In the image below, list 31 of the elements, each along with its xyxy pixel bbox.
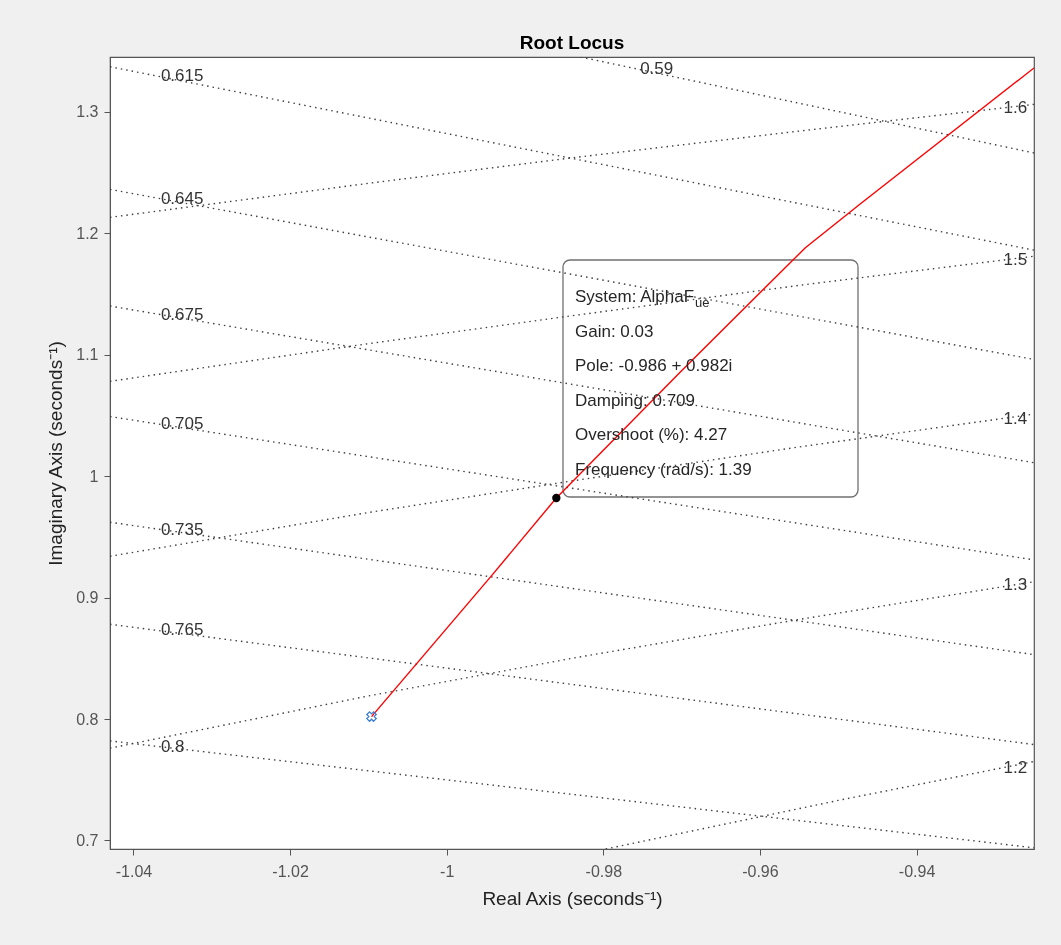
annotation: 1.3	[1003, 575, 1028, 595]
y-tick-label: 1	[89, 467, 99, 485]
annotation: Pole: -0.986 + 0.982i	[575, 356, 733, 375]
annotation: 0.615	[160, 66, 204, 86]
annotation: 0.8	[160, 736, 185, 756]
annotation: 0.59	[640, 59, 674, 79]
x-tick-label: -1.04	[115, 862, 153, 880]
y-tick-label: 0.9	[76, 589, 99, 607]
y-tick-label: 0.8	[76, 710, 99, 728]
x-tick-label: -0.98	[585, 862, 623, 880]
y-tick-label: 0.7	[76, 832, 99, 849]
x-axis-title: Real Axis (seconds⁻¹)	[482, 887, 663, 909]
annotation: 1.2	[1003, 757, 1028, 777]
annotation: 1.6	[1003, 98, 1028, 118]
annotation: 0.645	[160, 189, 204, 209]
annotation: 0.765	[160, 620, 204, 640]
annotation: 1.5	[1003, 249, 1028, 269]
annotation: 0.705	[160, 413, 204, 433]
x-tick-label: -0.94	[898, 862, 936, 880]
y-tick-label: 1.2	[76, 224, 99, 242]
annotation: 0.675	[160, 304, 204, 324]
y-axis-title: Imaginary Axis (seconds⁻¹)	[45, 341, 67, 566]
x-tick-label: -1.02	[272, 862, 309, 880]
y-tick-label: 1.1	[76, 346, 99, 364]
x-tick-label: -0.96	[742, 862, 779, 880]
chart-title: Root Locus	[519, 32, 625, 53]
annotation: 0.735	[160, 519, 204, 539]
annotation: 1.4	[1003, 408, 1028, 428]
annotation: Gain: 0.03	[575, 321, 654, 341]
x-tick-label: -1	[440, 862, 455, 880]
y-tick-label: 1.3	[76, 103, 99, 121]
